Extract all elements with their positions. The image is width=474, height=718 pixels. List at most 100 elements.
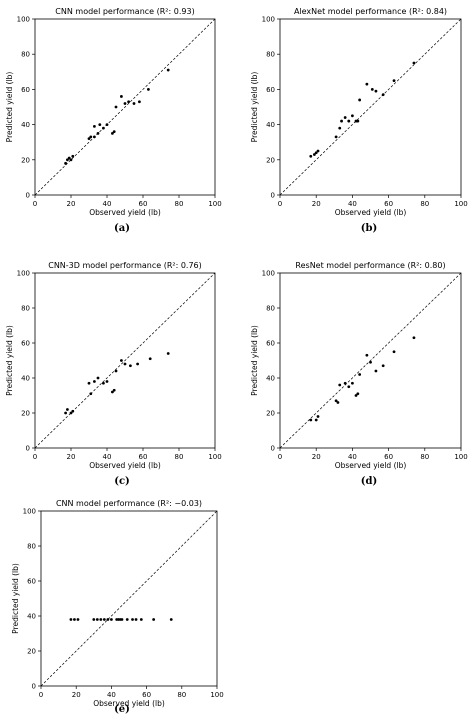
panel-label: (e) [114,704,130,715]
data-point [312,153,316,156]
panel-3: CNN-3D model performance (R²: 0.76) 0 20 40… [5,261,222,487]
data-point [112,130,116,134]
plot-frame [40,510,218,687]
data-point [134,618,138,621]
data-point [136,362,140,366]
x-tick-label: 40 [348,453,357,461]
data-point [309,154,313,158]
data-point [89,392,93,396]
data-point [111,390,114,394]
data-point [120,618,124,621]
data-point [96,132,100,135]
data-point [358,98,362,102]
y-tick-label: 100 [17,270,30,278]
plot-frame [34,18,216,196]
data-point [354,394,358,397]
data-point [71,154,75,158]
data-point [87,137,91,141]
plot-frame [34,272,216,449]
y-tick-label: 0 [271,192,275,200]
data-point [374,89,378,93]
y-tick-label: 0 [26,445,30,453]
panel-2: AlexNet model performance (R²: 0.84) 0 20 4… [250,7,468,234]
data-point [147,88,150,91]
chart-title: CNN-3D model performance (R²: 0.76) [48,261,202,270]
x-axis-label: Observed yield (lb) [335,208,407,217]
panel-label: (b) [361,223,377,234]
data-point [106,618,110,621]
y-tick-label: 20 [266,410,275,418]
data-point [102,381,105,385]
data-point [356,119,360,123]
data-point [343,116,347,119]
data-point [98,123,102,126]
reference-line [279,272,462,449]
data-point [138,100,141,104]
data-point [69,618,73,621]
y-tick-label: 100 [17,16,30,24]
data-point [347,119,351,123]
x-tick-label: 80 [420,453,429,461]
data-point [412,61,416,65]
data-point [102,618,106,621]
data-point [316,149,320,153]
data-point [374,369,378,373]
data-point [166,68,170,72]
chart-title: CNN model performance (R²: 0.93) [55,7,194,16]
data-point [336,401,340,404]
chart-title: AlexNet model performance (R²: 0.84) [294,7,447,16]
x-axis-label: Observed yield (lb) [335,461,407,470]
data-point [102,126,105,130]
data-point [369,360,372,364]
data-point [92,618,96,621]
x-tick-label: 100 [208,200,221,208]
data-point [129,364,132,368]
data-point [105,380,109,383]
data-point [125,618,129,621]
data-point [338,126,342,130]
data-point [114,369,118,373]
x-tick-label: 0 [278,200,282,208]
data-point [93,135,96,139]
data-point [343,381,347,385]
x-tick-label: 80 [177,691,186,699]
x-tick-label: 20 [312,200,321,208]
x-tick-label: 60 [384,200,393,208]
data-point [381,364,385,368]
data-point [334,135,338,139]
x-axis-label: Observed yield (lb) [89,208,161,217]
x-tick-label: 80 [175,200,184,208]
data-point [67,156,71,160]
data-point [412,336,416,340]
data-point [120,95,123,98]
panel-label: (a) [114,223,130,234]
x-tick-label: 40 [107,691,116,699]
reference-line [279,18,462,196]
data-point [76,618,80,621]
y-tick-label: 20 [21,156,30,164]
y-tick-label: 60 [266,340,275,348]
data-point [314,418,318,422]
x-tick-label: 60 [139,453,148,461]
x-tick-label: 0 [39,691,43,699]
data-point [66,408,69,411]
y-tick-label: 0 [26,192,30,200]
data-point [347,385,351,389]
data-point [132,102,136,105]
y-tick-label: 20 [27,648,36,656]
reference-line [40,510,218,687]
x-tick-label: 100 [454,200,467,208]
panel-5: CNN model performance (R²: −0.03) 0 20 40 60… [11,499,224,715]
x-tick-label: 0 [33,453,37,461]
y-tick-label: 40 [27,613,36,621]
data-point [110,618,113,621]
y-tick-label: 80 [21,305,30,313]
plot-frame [279,272,462,449]
data-point [120,359,123,362]
x-tick-label: 20 [67,453,76,461]
y-axis-label: Predicted yield (lb) [5,325,14,396]
y-tick-label: 40 [266,375,275,383]
data-point [392,350,396,354]
x-tick-label: 100 [454,453,467,461]
y-axis-label: Predicted yield (lb) [5,72,14,143]
